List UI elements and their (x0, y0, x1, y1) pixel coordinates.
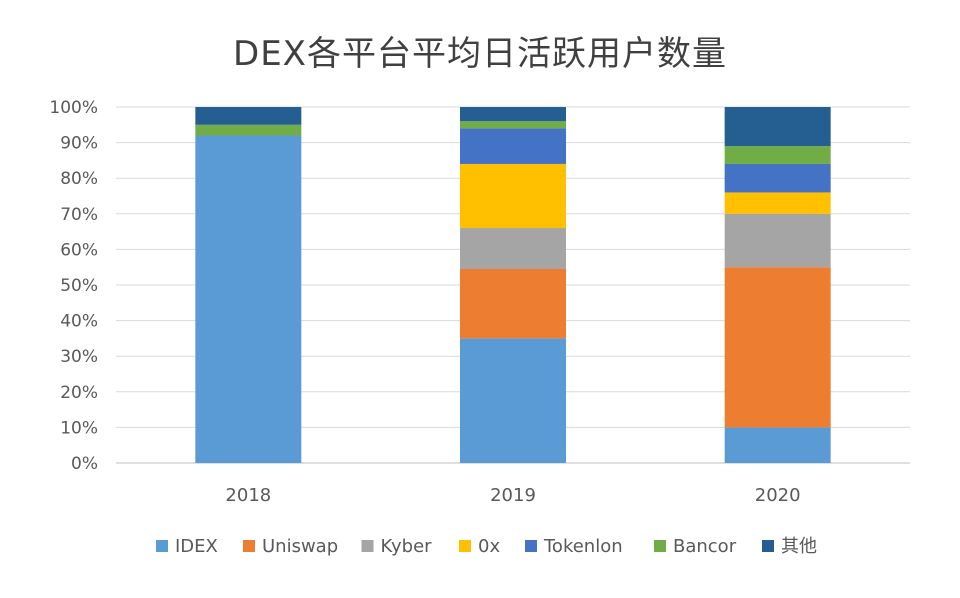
bar-segment-2020-其他 (724, 107, 831, 147)
legend-label: 其他 (781, 536, 817, 557)
y-tick-label: 80% (60, 169, 98, 189)
bar-segment-2018-Bancor (195, 124, 302, 136)
bar-segment-2020-Tokenlon (724, 163, 831, 193)
x-tick-label: 2019 (490, 485, 536, 506)
legend-swatch (654, 540, 666, 552)
legend-label: Tokenlon (543, 536, 623, 557)
bar-segment-2019-Tokenlon (460, 128, 566, 164)
chart-title: DEX各平台平均日活跃用户数量 (233, 34, 727, 74)
x-tick-label: 2018 (225, 485, 271, 506)
y-tick-label: 40% (60, 312, 98, 332)
legend-swatch (525, 540, 537, 552)
bar-segment-2020-Kyber (724, 213, 831, 268)
legend-label: 0x (478, 536, 500, 557)
x-tick-label: 2020 (755, 485, 801, 506)
bar-segment-2020-Bancor (724, 146, 831, 164)
bar-segment-2018-IDEX (195, 135, 302, 464)
legend-label: IDEX (175, 536, 218, 557)
y-tick-label: 0% (71, 454, 98, 474)
legend-label: Bancor (673, 536, 737, 557)
legend-swatch (361, 540, 374, 552)
bar-segment-2020-0x (724, 192, 831, 214)
legend-label: Kyber (381, 536, 433, 557)
bar-segment-2019-Uniswap (460, 268, 566, 339)
legend-swatch (459, 540, 471, 552)
bar-segment-2018-其他 (195, 107, 302, 125)
bar-segment-2019-Bancor (460, 121, 566, 129)
y-tick-label: 10% (60, 418, 98, 438)
y-tick-label: 70% (60, 205, 98, 225)
y-tick-label: 50% (60, 276, 98, 296)
bar-segment-2019-Kyber (460, 228, 566, 269)
bar-segment-2020-Uniswap (724, 267, 831, 428)
bar-segment-2020-IDEX (724, 427, 831, 463)
bar-segment-2019-IDEX (460, 338, 566, 463)
legend-swatch (156, 540, 168, 552)
y-tick-label: 100% (49, 98, 98, 118)
y-tick-label: 90% (60, 134, 98, 154)
y-tick-label: 30% (60, 347, 98, 367)
bar-segment-2019-0x (460, 163, 566, 229)
y-tick-label: 20% (60, 383, 98, 403)
legend-swatch (762, 540, 774, 552)
bar-segment-2019-其他 (460, 107, 566, 122)
legend-swatch (243, 540, 255, 552)
legend-label: Uniswap (262, 536, 338, 557)
y-tick-label: 60% (60, 240, 98, 260)
